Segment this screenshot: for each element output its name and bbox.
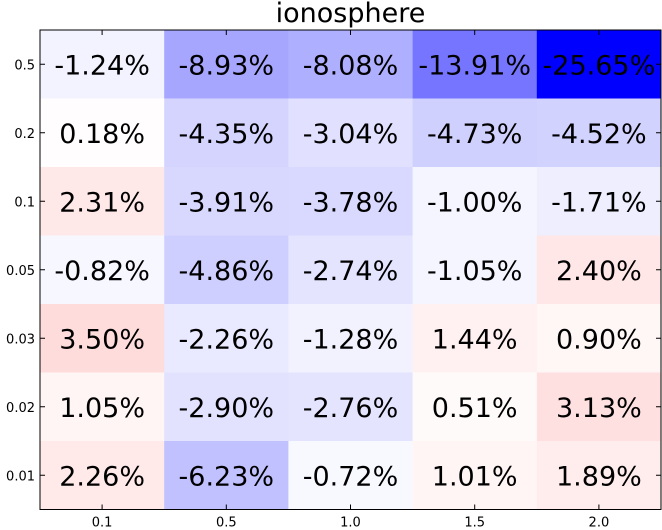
- cell-value-label: 2.40%: [556, 256, 642, 287]
- cell-value-label: -3.78%: [303, 187, 399, 218]
- cell-value-label: -4.52%: [551, 119, 647, 150]
- heatmap-cell: [40, 304, 165, 373]
- heatmap-cell: [536, 304, 662, 373]
- x-axis-ticks: 0.1 0.5 1.0 1.5 2.0: [92, 30, 609, 530]
- heatmap-cell: [536, 167, 662, 236]
- heatmap-cells: [40, 30, 662, 510]
- cell-value-label: -2.76%: [303, 393, 399, 424]
- heatmap-cell: [412, 98, 538, 168]
- cell-value-label: -13.91%: [418, 50, 531, 81]
- heatmap-cell: [536, 30, 662, 99]
- cell-value-label: 1.44%: [432, 324, 518, 355]
- heatmap-cell: [536, 98, 662, 168]
- heatmap-cell: [412, 304, 538, 373]
- x-tick-label: 1.0: [340, 516, 361, 530]
- heatmap-cell: [288, 372, 414, 442]
- heatmap-cell: [40, 441, 165, 510]
- heatmap-cell: [288, 304, 414, 373]
- heatmap-cell: [40, 372, 165, 442]
- heatmap-cell: [164, 304, 289, 373]
- cell-value-label: 0.51%: [432, 393, 518, 424]
- cell-value-label: -8.93%: [179, 50, 275, 81]
- cell-value-label: -3.04%: [303, 119, 399, 150]
- y-tick-label: 0.02: [6, 401, 35, 416]
- heatmap-cell: [412, 441, 538, 510]
- x-tick-label: 0.5: [216, 516, 237, 530]
- cell-value-label: -8.08%: [303, 50, 399, 81]
- y-axis-ticks: 0.5 0.2 0.1 0.05 0.03 0.02 0.01: [6, 58, 661, 484]
- heatmap-cell: [40, 98, 165, 168]
- cell-value-label: 0.90%: [556, 324, 642, 355]
- cell-value-label: 3.50%: [59, 324, 145, 355]
- cell-value-label: -4.73%: [427, 119, 523, 150]
- heatmap-cell: [164, 235, 289, 305]
- cell-value-label: -3.91%: [179, 187, 275, 218]
- x-tick-label: 0.1: [92, 516, 113, 530]
- y-tick-label: 0.01: [6, 469, 35, 484]
- cell-value-label: -0.82%: [54, 256, 150, 287]
- y-tick-label: 0.2: [14, 127, 35, 142]
- cell-value-labels: -1.24% -8.93% -8.08% -13.91% -25.65% 0.18% -4.…: [54, 50, 655, 492]
- cell-value-label: -4.35%: [179, 119, 275, 150]
- cell-value-label: 1.01%: [432, 461, 518, 492]
- cell-value-label: -1.00%: [427, 187, 523, 218]
- cell-value-label: -1.28%: [303, 324, 399, 355]
- cell-value-label: 0.18%: [59, 119, 145, 150]
- cell-value-label: -4.86%: [179, 256, 275, 287]
- heatmap-cell: [536, 372, 662, 442]
- heatmap-cell: [40, 235, 165, 305]
- heatmap-cell: [536, 235, 662, 305]
- heatmap-cell: [40, 30, 165, 99]
- heatmap-cell: [412, 372, 538, 442]
- heatmap-cell: [412, 30, 538, 99]
- heatmap-cell: [288, 235, 414, 305]
- cell-value-label: -0.72%: [303, 461, 399, 492]
- heatmap-cell: [288, 441, 414, 510]
- y-tick-label: 0.5: [14, 58, 35, 73]
- y-tick-label: 0.03: [6, 332, 35, 347]
- cell-value-label: 1.05%: [59, 393, 145, 424]
- heatmap-cell: [164, 441, 289, 510]
- y-tick-label: 0.05: [6, 264, 35, 279]
- cell-value-label: -2.26%: [179, 324, 275, 355]
- heatmap-cell: [164, 167, 289, 236]
- x-tick-label: 2.0: [589, 516, 610, 530]
- heatmap-cell: [288, 98, 414, 168]
- cell-value-label: 3.13%: [556, 393, 642, 424]
- cell-value-label: -25.65%: [543, 50, 656, 81]
- cell-value-label: 2.31%: [59, 187, 145, 218]
- cell-value-label: -6.23%: [179, 461, 275, 492]
- heatmap-cell: [164, 30, 289, 99]
- x-tick-label: 1.5: [464, 516, 485, 530]
- cell-value-label: -2.90%: [179, 393, 275, 424]
- heatmap-cell: [288, 30, 414, 99]
- heatmap-cell: [412, 167, 538, 236]
- cell-value-label: -2.74%: [303, 256, 399, 287]
- heatmap-cell: [164, 372, 289, 442]
- heatmap-cell: [412, 235, 538, 305]
- cell-value-label: -1.05%: [427, 256, 523, 287]
- cell-value-label: -1.71%: [551, 187, 647, 218]
- heatmap-cell: [164, 98, 289, 168]
- cell-value-label: -1.24%: [54, 50, 150, 81]
- heatmap-cell: [40, 167, 165, 236]
- heatmap-cell: [288, 167, 414, 236]
- cell-value-label: 2.26%: [59, 461, 145, 492]
- heatmap-cell: [536, 441, 662, 510]
- cell-value-label: 1.89%: [556, 461, 642, 492]
- chart-title: ionosphere: [276, 0, 426, 29]
- y-tick-label: 0.1: [14, 195, 35, 210]
